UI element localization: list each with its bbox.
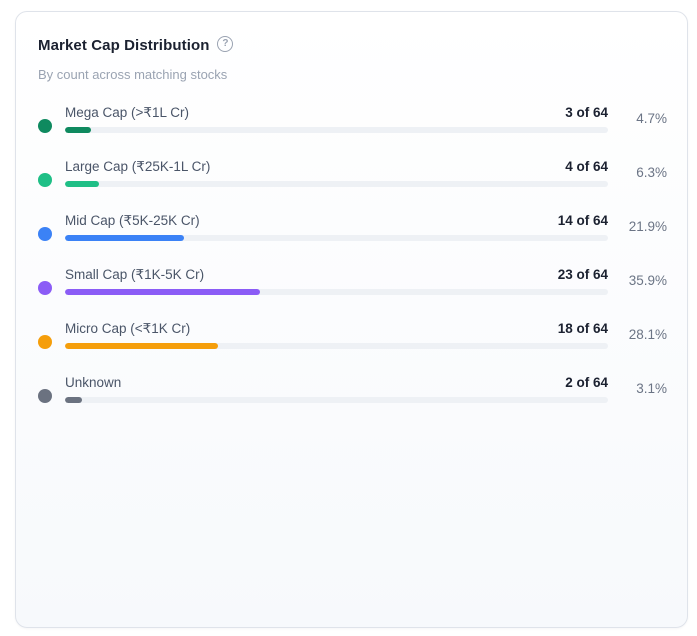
distribution-list: Mega Cap (>₹1L Cr) 3 of 64 4.7% Large Ca… (38, 104, 678, 428)
row-label: Mega Cap (>₹1L Cr) (65, 105, 190, 120)
row-percent: 3.1% (636, 381, 667, 396)
progress-fill (65, 289, 260, 295)
card-header: Market Cap Distribution ? (38, 36, 234, 54)
progress-track (65, 181, 608, 187)
distribution-row-micro-cap: Micro Cap (<₹1K Cr) 18 of 64 28.1% (38, 320, 678, 374)
card-subtitle: By count across matching stocks (38, 67, 228, 82)
row-count: 18 of 64 (557, 321, 608, 336)
progress-track (65, 289, 608, 295)
row-percent: 35.9% (628, 273, 667, 288)
progress-track (65, 127, 608, 133)
legend-dot (38, 389, 52, 403)
distribution-row-unknown: Unknown 2 of 64 3.1% (38, 374, 678, 428)
legend-dot (38, 173, 52, 187)
row-count: 23 of 64 (557, 267, 608, 282)
row-label: Unknown (65, 375, 122, 390)
progress-fill (65, 397, 82, 403)
distribution-row-mega-cap: Mega Cap (>₹1L Cr) 3 of 64 4.7% (38, 104, 678, 158)
card-title: Market Cap Distribution (38, 37, 210, 54)
row-label: Micro Cap (<₹1K Cr) (65, 321, 191, 336)
row-percent: 4.7% (636, 111, 667, 126)
progress-track (65, 343, 608, 349)
legend-dot (38, 335, 52, 349)
legend-dot (38, 281, 52, 295)
row-label: Mid Cap (₹5K-25K Cr) (65, 213, 200, 228)
question-circle-icon[interactable]: ? (217, 36, 234, 52)
market-cap-card: Market Cap Distribution ? By count acros… (15, 11, 688, 628)
row-count: 4 of 64 (565, 159, 608, 174)
row-count: 14 of 64 (557, 213, 608, 228)
legend-dot (38, 227, 52, 241)
row-count: 2 of 64 (565, 375, 608, 390)
row-percent: 21.9% (628, 219, 667, 234)
progress-track (65, 235, 608, 241)
progress-fill (65, 235, 184, 241)
distribution-row-large-cap: Large Cap (₹25K-1L Cr) 4 of 64 6.3% (38, 158, 678, 212)
distribution-row-small-cap: Small Cap (₹1K-5K Cr) 23 of 64 35.9% (38, 266, 678, 320)
distribution-row-mid-cap: Mid Cap (₹5K-25K Cr) 14 of 64 21.9% (38, 212, 678, 266)
row-percent: 28.1% (628, 327, 667, 342)
row-label: Small Cap (₹1K-5K Cr) (65, 267, 205, 282)
row-label: Large Cap (₹25K-1L Cr) (65, 159, 211, 174)
progress-fill (65, 181, 100, 187)
progress-fill (65, 343, 218, 349)
progress-track (65, 397, 608, 403)
legend-dot (38, 119, 52, 133)
row-count: 3 of 64 (565, 105, 608, 120)
row-percent: 6.3% (636, 165, 667, 180)
progress-fill (65, 127, 91, 133)
